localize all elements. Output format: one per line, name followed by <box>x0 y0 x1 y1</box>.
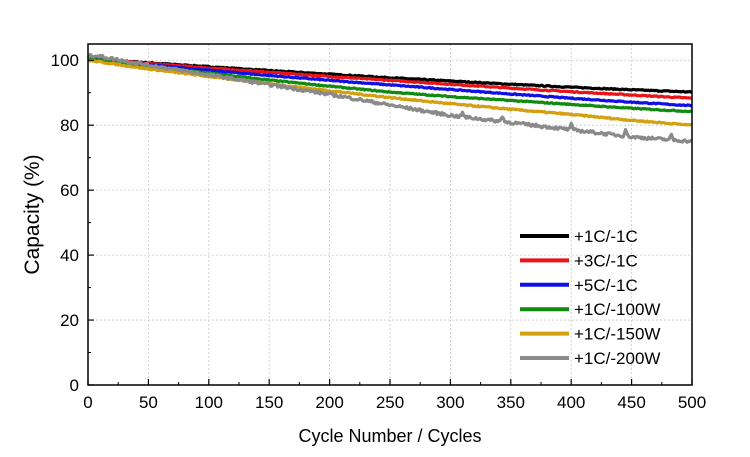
legend-label: +1C/-1C <box>574 227 638 246</box>
legend-label: +5C/-1C <box>574 276 638 295</box>
series-line <box>87 56 693 101</box>
x-axis-title: Cycle Number / Cycles <box>298 426 481 446</box>
x-tick-label: 500 <box>678 393 706 412</box>
x-tick-label: 150 <box>255 393 283 412</box>
x-tick-label: 250 <box>376 393 404 412</box>
series-line <box>86 52 693 144</box>
series-line <box>87 56 693 108</box>
x-tick-label: 200 <box>315 393 343 412</box>
series-line <box>87 56 693 94</box>
x-tick-label: 50 <box>139 393 158 412</box>
legend-label: +1C/-100W <box>574 300 660 319</box>
y-tick-label: 80 <box>60 116 79 135</box>
axis-ticks: 0 50 100 150 200 250 300 350 400 450 500 0 20 40 60 80 1… <box>51 51 707 412</box>
x-tick-label: 400 <box>557 393 585 412</box>
legend-label: +1C/-200W <box>574 349 660 368</box>
x-tick-label: 300 <box>436 393 464 412</box>
series-line <box>87 58 693 127</box>
y-tick-label: 0 <box>70 376 79 395</box>
series-lines <box>86 52 693 144</box>
y-tick-label: 60 <box>60 181 79 200</box>
legend: +1C/-1C +3C/-1C +5C/-1C +1C/-100W +1C/-150W +… <box>520 227 660 368</box>
legend-label: +3C/-1C <box>574 251 638 270</box>
y-tick-label: 100 <box>51 51 79 70</box>
x-tick-label: 0 <box>83 393 92 412</box>
x-tick-label: 450 <box>617 393 645 412</box>
x-tick-label: 350 <box>497 393 525 412</box>
x-tick-label: 100 <box>195 393 223 412</box>
y-tick-label: 20 <box>60 311 79 330</box>
y-axis-title: Capacity (%) <box>21 154 44 274</box>
y-tick-label: 40 <box>60 246 79 265</box>
legend-label: +1C/-150W <box>574 325 660 344</box>
